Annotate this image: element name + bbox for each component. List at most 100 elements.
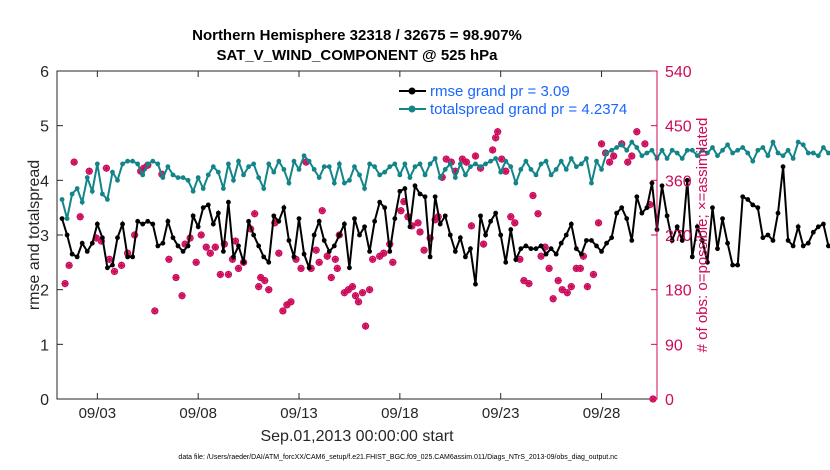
totalspread-point bbox=[437, 175, 443, 181]
y-tick-label: 6 bbox=[40, 64, 49, 81]
rmse-point bbox=[417, 191, 423, 197]
totalspread-point bbox=[649, 147, 655, 153]
obs-assimilated-marker bbox=[105, 255, 114, 263]
rmse-point bbox=[730, 262, 736, 268]
rmse-point bbox=[790, 243, 796, 249]
obs-assimilated-marker bbox=[549, 295, 557, 303]
obs-assimilated-marker bbox=[420, 246, 428, 254]
totalspread-point bbox=[377, 172, 383, 178]
obs-assimilated-marker bbox=[366, 286, 374, 294]
totalspread-point bbox=[246, 164, 251, 170]
rmse-point bbox=[64, 232, 70, 238]
obs-assimilated-marker bbox=[65, 261, 73, 269]
totalspread-point bbox=[210, 164, 216, 170]
rmse-point bbox=[684, 177, 690, 183]
rmse-point bbox=[775, 210, 781, 216]
rmse-point bbox=[508, 227, 514, 232]
totalspread-point bbox=[740, 145, 746, 150]
obs-star-stroke bbox=[212, 244, 219, 251]
axes: 0 1 2 3 4 5 6 0 90 180 270 360 450 540 09/03 09/08 09/13… bbox=[40, 64, 692, 422]
totalspread-point bbox=[135, 161, 141, 167]
y-tick-label: 5 bbox=[40, 119, 49, 136]
plot-area bbox=[56, 70, 658, 400]
obs-assimilated-marker bbox=[624, 158, 632, 166]
obs-star-stroke bbox=[232, 238, 239, 245]
obs-assimilated-marker bbox=[525, 279, 533, 288]
obs-assimilated-marker bbox=[545, 264, 553, 273]
obs-star-stroke bbox=[366, 286, 373, 293]
rmse-point bbox=[306, 265, 312, 271]
rmse-point bbox=[750, 202, 756, 208]
totalspread-point bbox=[64, 216, 70, 222]
totalspread-point bbox=[316, 175, 322, 181]
totalspread-point bbox=[750, 158, 756, 164]
totalspread-point bbox=[452, 175, 458, 181]
rmse-point bbox=[584, 238, 589, 243]
obs-assimilated-marker bbox=[102, 164, 111, 172]
obs-star-stroke bbox=[369, 256, 376, 263]
obs-star-stroke bbox=[103, 165, 110, 172]
rmse-point bbox=[468, 246, 473, 252]
rmse-point bbox=[463, 254, 468, 260]
obs-assimilated-marker bbox=[348, 283, 357, 291]
totalspread-point bbox=[563, 167, 569, 172]
totalspread-point bbox=[140, 172, 146, 178]
totalspread-point bbox=[644, 150, 650, 156]
obs-star-stroke bbox=[584, 283, 591, 290]
totalspread-point bbox=[710, 145, 715, 150]
obs-assimilated-marker bbox=[554, 276, 562, 285]
totalspread-point bbox=[432, 156, 438, 161]
obs-assimilated-marker bbox=[224, 270, 233, 279]
obs-star-stroke bbox=[492, 134, 499, 141]
obs-star-stroke bbox=[606, 159, 613, 166]
totalspread-point bbox=[226, 161, 231, 167]
obs-star-stroke bbox=[334, 265, 341, 272]
obs-star-stroke bbox=[118, 262, 125, 269]
obs-assimilated-marker bbox=[234, 264, 243, 273]
rmse-point bbox=[740, 194, 746, 200]
rmse-point bbox=[145, 218, 151, 224]
totalspread-point bbox=[468, 164, 473, 170]
totalspread-point bbox=[382, 169, 388, 175]
rmse-point bbox=[412, 183, 418, 189]
totalspread-point bbox=[422, 172, 428, 178]
rmse-point bbox=[715, 246, 720, 252]
y-tick-label: 2 bbox=[40, 283, 49, 300]
rmse-point bbox=[165, 218, 171, 224]
rmse-point bbox=[553, 251, 559, 257]
rmse-point bbox=[185, 243, 191, 249]
totalspread-point bbox=[286, 180, 292, 186]
totalspread-point bbox=[301, 153, 307, 159]
obs-assimilated-marker bbox=[327, 273, 335, 282]
obs-assimilated-marker bbox=[534, 210, 542, 218]
rmse-point bbox=[276, 218, 282, 224]
rmse-point bbox=[578, 251, 584, 257]
totalspread-point bbox=[503, 158, 509, 164]
rmse-point bbox=[180, 249, 186, 254]
rmse-point bbox=[321, 238, 327, 243]
obs-star-stroke bbox=[641, 140, 648, 147]
rmse-point bbox=[281, 205, 287, 211]
rmse-point bbox=[231, 254, 236, 260]
obs-star-stroke bbox=[529, 192, 536, 199]
obs-star-stroke bbox=[203, 244, 210, 251]
obs-star-stroke bbox=[316, 259, 323, 266]
totalspread-point bbox=[236, 158, 241, 164]
totalspread-point bbox=[362, 186, 367, 191]
totalspread-point bbox=[321, 164, 327, 170]
rmse-point bbox=[377, 199, 383, 205]
footnote: data file: /Users/raeder/DAI/ATM_forcXX/… bbox=[178, 454, 618, 461]
totalspread-point bbox=[417, 161, 423, 167]
totalspread-point bbox=[699, 147, 705, 153]
obs-star-stroke bbox=[151, 307, 158, 314]
series-lines bbox=[59, 139, 830, 287]
rmse-point bbox=[175, 243, 181, 249]
totalspread-point bbox=[498, 169, 504, 175]
rmse-point bbox=[69, 251, 75, 257]
rmse-point bbox=[795, 224, 801, 230]
obs-assimilated-marker bbox=[471, 152, 480, 160]
rmse-point bbox=[432, 194, 438, 200]
rmse-point bbox=[659, 183, 665, 189]
rmse-point bbox=[331, 243, 337, 249]
rmse-point bbox=[503, 259, 509, 265]
